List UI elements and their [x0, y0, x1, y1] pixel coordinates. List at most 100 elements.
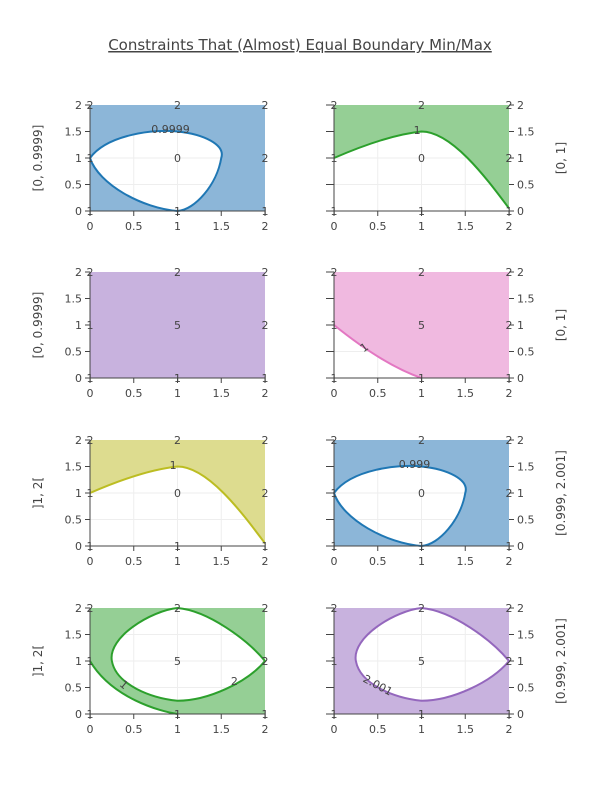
y-axis-label: [0, 0.9999] [31, 292, 45, 359]
z-value-label: 2 [331, 99, 338, 112]
x-tick-label: 0.5 [369, 555, 387, 568]
z-value-label: 1 [331, 655, 338, 668]
z-value-label: 5 [174, 319, 181, 332]
y-tick-label: 1 [75, 319, 82, 332]
y-tick-label: 0 [75, 540, 82, 553]
x-tick-label: 0 [331, 555, 338, 568]
y-tick-label: 0.5 [65, 346, 83, 359]
z-value-label: 2 [87, 266, 94, 279]
z-value-label: 2 [262, 655, 269, 668]
y-tick-label: 2 [517, 602, 524, 615]
z-value-label: 1 [87, 487, 94, 500]
x-tick-label: 0 [87, 220, 94, 233]
z-value-label: 1 [418, 372, 425, 385]
y-tick-label: 0 [75, 372, 82, 385]
z-value-label: 1 [331, 708, 338, 721]
z-value-label: 2 [262, 602, 269, 615]
z-value-label: 1 [331, 540, 338, 553]
z-value-label: 1 [87, 540, 94, 553]
x-tick-label: 1.5 [457, 723, 475, 736]
z-value-label: 1 [506, 708, 513, 721]
x-tick-label: 2 [262, 387, 269, 400]
z-value-label: 2 [262, 266, 269, 279]
y-tick-label: 1.5 [65, 293, 83, 306]
y-tick-label: 2 [75, 434, 82, 447]
x-tick-label: 0 [331, 387, 338, 400]
contour-line [89, 660, 178, 715]
y-tick-label: 1 [75, 487, 82, 500]
z-value-label: 2 [506, 266, 513, 279]
x-tick-label: 1 [174, 555, 181, 568]
z-value-label: 1 [87, 205, 94, 218]
z-value-label: 1 [87, 708, 94, 721]
x-tick-label: 2 [506, 723, 513, 736]
contour-label: 0.999 [399, 458, 431, 471]
z-value-label: 2 [418, 602, 425, 615]
z-value-label: 0 [418, 152, 425, 165]
y-axis-label: [0.999, 2.001] [554, 450, 568, 536]
z-value-label: 2 [87, 434, 94, 447]
contour-line [354, 606, 511, 702]
z-value-label: 0 [174, 487, 181, 500]
x-tick-label: 0.5 [125, 723, 143, 736]
z-value-label: 2 [174, 434, 181, 447]
z-value-label: 1 [174, 205, 181, 218]
contour-label: 1 [414, 124, 421, 137]
y-tick-label: 0 [75, 708, 82, 721]
contour-label: 2 [231, 675, 238, 688]
contour-label: 1 [170, 459, 177, 472]
x-tick-label: 0.5 [125, 387, 143, 400]
z-value-label: 1 [87, 152, 94, 165]
z-value-label: 2 [331, 434, 338, 447]
y-axis-label: ]1, 2[ [31, 645, 45, 677]
y-tick-label: 0 [517, 205, 524, 218]
x-tick-label: 2 [262, 220, 269, 233]
x-tick-label: 2 [506, 387, 513, 400]
z-value-label: 2 [174, 602, 181, 615]
y-tick-label: 2 [75, 266, 82, 279]
x-tick-label: 0.5 [369, 723, 387, 736]
contour-fill [90, 440, 265, 544]
y-axis-label: [0, 1] [554, 142, 568, 174]
x-tick-label: 0.5 [369, 387, 387, 400]
y-tick-label: 2 [517, 99, 524, 112]
z-value-label: 1 [506, 205, 513, 218]
x-tick-label: 2 [506, 220, 513, 233]
z-value-label: 5 [174, 655, 181, 668]
contour-fill [334, 440, 509, 546]
x-tick-label: 1 [174, 387, 181, 400]
y-tick-label: 0.5 [517, 682, 535, 695]
z-value-label: 2 [262, 434, 269, 447]
contour-fill [90, 105, 265, 211]
y-tick-label: 0 [517, 708, 524, 721]
contour-cutout [90, 661, 178, 714]
y-tick-label: 1.5 [517, 629, 535, 642]
z-value-label: 2 [418, 99, 425, 112]
y-tick-label: 1 [517, 655, 524, 668]
y-tick-label: 2 [75, 602, 82, 615]
y-tick-label: 2 [517, 434, 524, 447]
x-tick-label: 0.5 [125, 555, 143, 568]
z-value-label: 1 [331, 487, 338, 500]
z-value-label: 1 [418, 708, 425, 721]
contour-label: 0.9999 [151, 123, 190, 136]
z-value-label: 2 [331, 602, 338, 615]
y-tick-label: 0.5 [65, 179, 83, 192]
x-tick-label: 0 [87, 387, 94, 400]
y-tick-label: 1 [75, 152, 82, 165]
y-tick-label: 0.5 [65, 682, 83, 695]
y-tick-label: 0.5 [517, 179, 535, 192]
x-tick-label: 1.5 [213, 220, 231, 233]
contour-fill [334, 272, 509, 378]
y-tick-label: 1 [517, 152, 524, 165]
x-tick-label: 1.5 [457, 220, 475, 233]
y-tick-label: 1 [517, 319, 524, 332]
z-value-label: 2 [418, 434, 425, 447]
y-tick-label: 1 [75, 655, 82, 668]
y-tick-label: 1 [517, 487, 524, 500]
z-value-label: 1 [331, 319, 338, 332]
y-axis-label: [0, 0.9999] [31, 125, 45, 192]
x-tick-label: 1.5 [213, 387, 231, 400]
z-value-label: 2 [174, 99, 181, 112]
